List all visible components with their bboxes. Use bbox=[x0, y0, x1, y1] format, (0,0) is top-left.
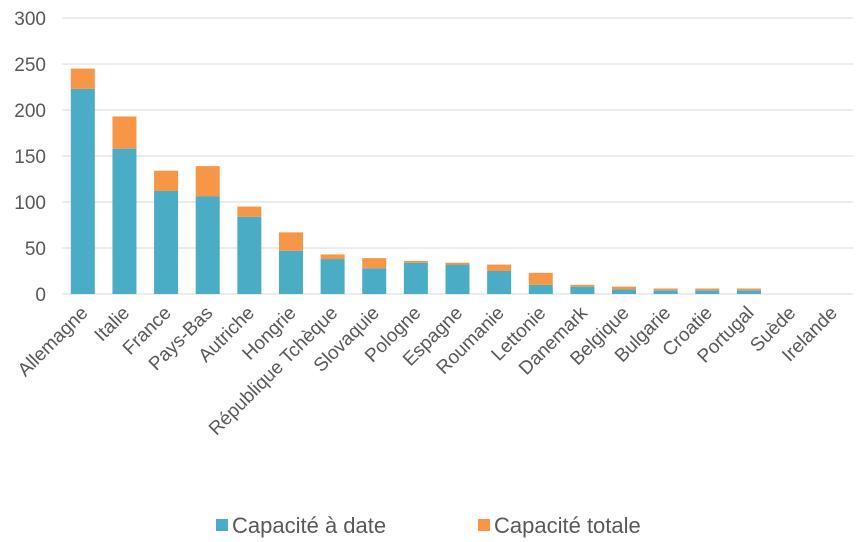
y-tick-label: 50 bbox=[25, 239, 46, 260]
bar-capacite-a-date-11 bbox=[528, 284, 553, 294]
bar-capacite-totale-10 bbox=[487, 264, 512, 271]
bar-capacite-a-date-12 bbox=[570, 286, 595, 294]
bar-capacite-a-date-4 bbox=[237, 216, 262, 294]
bar-capacite-a-date-3 bbox=[195, 196, 220, 294]
y-tick-label: 250 bbox=[14, 55, 46, 76]
bar-capacite-a-date-13 bbox=[612, 289, 637, 294]
bar-capacite-a-date-7 bbox=[362, 268, 387, 294]
bar-capacite-a-date-2 bbox=[154, 190, 179, 294]
bar-capacite-totale-14 bbox=[653, 288, 678, 291]
bar-capacite-totale-6 bbox=[320, 254, 345, 260]
bar-capacite-a-date-6 bbox=[320, 259, 345, 294]
bar-capacite-a-date-14 bbox=[653, 290, 678, 294]
bar-capacite-totale-8 bbox=[403, 260, 428, 263]
y-tick-label: 150 bbox=[14, 147, 46, 168]
bar-capacite-totale-11 bbox=[528, 272, 553, 285]
legend-swatch bbox=[478, 519, 490, 531]
bar-capacite-a-date-15 bbox=[695, 290, 720, 294]
x-axis: AllemagneItalieFrancePays-BasAutricheHon… bbox=[14, 302, 842, 439]
bar-capacite-totale-4 bbox=[237, 206, 262, 217]
y-tick-label: 200 bbox=[14, 101, 46, 122]
bar-capacite-a-date-16 bbox=[736, 290, 761, 294]
bar-capacite-totale-9 bbox=[445, 262, 470, 265]
bar-capacite-totale-5 bbox=[278, 232, 303, 251]
legend-swatch bbox=[216, 519, 228, 531]
bar-capacite-totale-13 bbox=[612, 286, 637, 290]
legend-label: Capacité à date bbox=[232, 513, 386, 538]
y-tick-label: 0 bbox=[35, 285, 46, 306]
bar-capacite-a-date-10 bbox=[487, 271, 512, 294]
bar-capacite-totale-7 bbox=[362, 258, 387, 269]
bar-capacite-totale-16 bbox=[736, 288, 761, 291]
bar-capacite-totale-2 bbox=[154, 170, 179, 191]
y-axis: 0 50 100 150 200 250 300 bbox=[14, 9, 46, 306]
bar-capacite-a-date-0 bbox=[70, 88, 95, 294]
legend: Capacité à date Capacité totale bbox=[216, 513, 641, 538]
gridlines bbox=[62, 17, 853, 295]
y-tick-label: 300 bbox=[14, 9, 46, 30]
bar-capacite-totale-3 bbox=[195, 166, 220, 197]
bar-capacite-totale-1 bbox=[112, 116, 137, 149]
bar-capacite-a-date-8 bbox=[403, 262, 428, 294]
y-tick-label: 100 bbox=[14, 193, 46, 214]
bar-capacite-totale-15 bbox=[695, 288, 720, 291]
x-tick-label: Allemagne bbox=[14, 303, 92, 381]
bar-capacite-a-date-1 bbox=[112, 148, 137, 294]
legend-label: Capacité totale bbox=[494, 513, 641, 538]
bar-capacite-a-date-9 bbox=[445, 264, 470, 294]
bar-capacite-a-date-5 bbox=[278, 250, 303, 294]
bar-capacite-totale-12 bbox=[570, 284, 595, 287]
bar-capacite-totale-0 bbox=[70, 68, 95, 89]
bars bbox=[70, 68, 761, 294]
